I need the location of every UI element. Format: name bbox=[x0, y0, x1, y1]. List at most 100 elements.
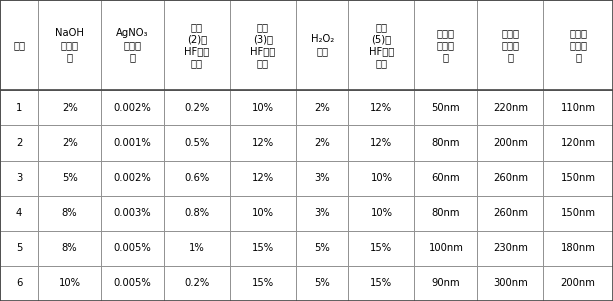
Text: 5%: 5% bbox=[314, 243, 330, 253]
Text: 孔洞的
平均孔
径: 孔洞的 平均孔 径 bbox=[437, 28, 455, 62]
Bar bbox=[164, 196, 230, 231]
Text: 50nm: 50nm bbox=[432, 103, 460, 113]
Bar bbox=[296, 90, 348, 126]
Bar bbox=[414, 160, 477, 196]
Bar bbox=[230, 90, 296, 126]
Text: 6: 6 bbox=[16, 278, 22, 288]
Bar bbox=[230, 196, 296, 231]
Text: 步骤
(5)中
HF溶液
浓度: 步骤 (5)中 HF溶液 浓度 bbox=[369, 22, 394, 68]
Bar bbox=[101, 266, 164, 301]
Bar bbox=[296, 196, 348, 231]
Text: 5%: 5% bbox=[314, 278, 330, 288]
Text: 200nm: 200nm bbox=[493, 138, 528, 148]
Text: 80nm: 80nm bbox=[432, 138, 460, 148]
Bar bbox=[230, 0, 296, 90]
Text: 110nm: 110nm bbox=[561, 103, 596, 113]
Text: 0.2%: 0.2% bbox=[184, 103, 210, 113]
Bar bbox=[296, 126, 348, 160]
Bar bbox=[164, 231, 230, 266]
Text: 步骤
(2)中
HF溶液
浓度: 步骤 (2)中 HF溶液 浓度 bbox=[184, 22, 210, 68]
Text: 220nm: 220nm bbox=[493, 103, 528, 113]
Text: 3%: 3% bbox=[314, 208, 330, 218]
Bar bbox=[0, 266, 38, 301]
Text: 0.6%: 0.6% bbox=[184, 173, 210, 183]
Bar bbox=[164, 160, 230, 196]
Text: 0.001%: 0.001% bbox=[113, 138, 151, 148]
Text: NaOH
溶液浓
度: NaOH 溶液浓 度 bbox=[55, 28, 84, 62]
Text: 10%: 10% bbox=[370, 208, 392, 218]
Text: 90nm: 90nm bbox=[432, 278, 460, 288]
Bar bbox=[101, 196, 164, 231]
Bar bbox=[477, 0, 543, 90]
Text: 3%: 3% bbox=[314, 173, 330, 183]
Text: 100nm: 100nm bbox=[428, 243, 463, 253]
Text: 260nm: 260nm bbox=[493, 208, 528, 218]
Text: 200nm: 200nm bbox=[561, 278, 596, 288]
Bar bbox=[38, 196, 101, 231]
Bar bbox=[414, 231, 477, 266]
Text: 12%: 12% bbox=[252, 138, 274, 148]
Text: 260nm: 260nm bbox=[493, 173, 528, 183]
Bar bbox=[38, 231, 101, 266]
Text: 5%: 5% bbox=[62, 173, 77, 183]
Text: AgNO₃
溶液浓
度: AgNO₃ 溶液浓 度 bbox=[116, 28, 148, 62]
Text: 0.005%: 0.005% bbox=[113, 278, 151, 288]
Bar bbox=[477, 231, 543, 266]
Text: 2%: 2% bbox=[62, 138, 77, 148]
Bar bbox=[414, 196, 477, 231]
Bar bbox=[38, 90, 101, 126]
Bar bbox=[348, 126, 414, 160]
Bar bbox=[348, 196, 414, 231]
Bar bbox=[101, 126, 164, 160]
Text: H₂O₂
浓度: H₂O₂ 浓度 bbox=[311, 34, 334, 56]
Text: 0.005%: 0.005% bbox=[113, 243, 151, 253]
Text: 10%: 10% bbox=[59, 278, 81, 288]
Text: 0.002%: 0.002% bbox=[113, 103, 151, 113]
Bar bbox=[0, 196, 38, 231]
Text: 300nm: 300nm bbox=[493, 278, 528, 288]
Text: 10%: 10% bbox=[252, 208, 274, 218]
Bar bbox=[348, 160, 414, 196]
Text: 8%: 8% bbox=[62, 208, 77, 218]
Bar bbox=[348, 0, 414, 90]
Bar bbox=[414, 90, 477, 126]
Text: 150nm: 150nm bbox=[561, 173, 596, 183]
Bar bbox=[414, 126, 477, 160]
Bar bbox=[164, 90, 230, 126]
Text: 8%: 8% bbox=[62, 243, 77, 253]
Text: 12%: 12% bbox=[370, 138, 392, 148]
Bar bbox=[230, 126, 296, 160]
Text: 80nm: 80nm bbox=[432, 208, 460, 218]
Text: 230nm: 230nm bbox=[493, 243, 528, 253]
Bar bbox=[0, 231, 38, 266]
Bar bbox=[348, 231, 414, 266]
Bar bbox=[296, 0, 348, 90]
Text: 0.002%: 0.002% bbox=[113, 173, 151, 183]
Text: 1%: 1% bbox=[189, 243, 205, 253]
Text: 0.003%: 0.003% bbox=[113, 208, 151, 218]
Bar bbox=[477, 266, 543, 301]
Text: 步骤
(3)中
HF溶液
浓度: 步骤 (3)中 HF溶液 浓度 bbox=[250, 22, 276, 68]
Bar bbox=[164, 126, 230, 160]
Text: 10%: 10% bbox=[252, 103, 274, 113]
Bar bbox=[0, 0, 38, 90]
Text: 15%: 15% bbox=[252, 278, 274, 288]
Bar bbox=[296, 266, 348, 301]
Text: 180nm: 180nm bbox=[561, 243, 596, 253]
Bar bbox=[543, 0, 613, 90]
Bar bbox=[543, 126, 613, 160]
Bar bbox=[348, 266, 414, 301]
Bar bbox=[101, 231, 164, 266]
Bar bbox=[38, 126, 101, 160]
Bar bbox=[101, 0, 164, 90]
Text: 0.5%: 0.5% bbox=[184, 138, 210, 148]
Bar bbox=[38, 160, 101, 196]
Text: 15%: 15% bbox=[370, 243, 392, 253]
Bar bbox=[543, 231, 613, 266]
Bar bbox=[477, 160, 543, 196]
Text: 150nm: 150nm bbox=[561, 208, 596, 218]
Bar bbox=[296, 231, 348, 266]
Bar bbox=[164, 266, 230, 301]
Text: 3: 3 bbox=[16, 173, 22, 183]
Text: 5: 5 bbox=[16, 243, 22, 253]
